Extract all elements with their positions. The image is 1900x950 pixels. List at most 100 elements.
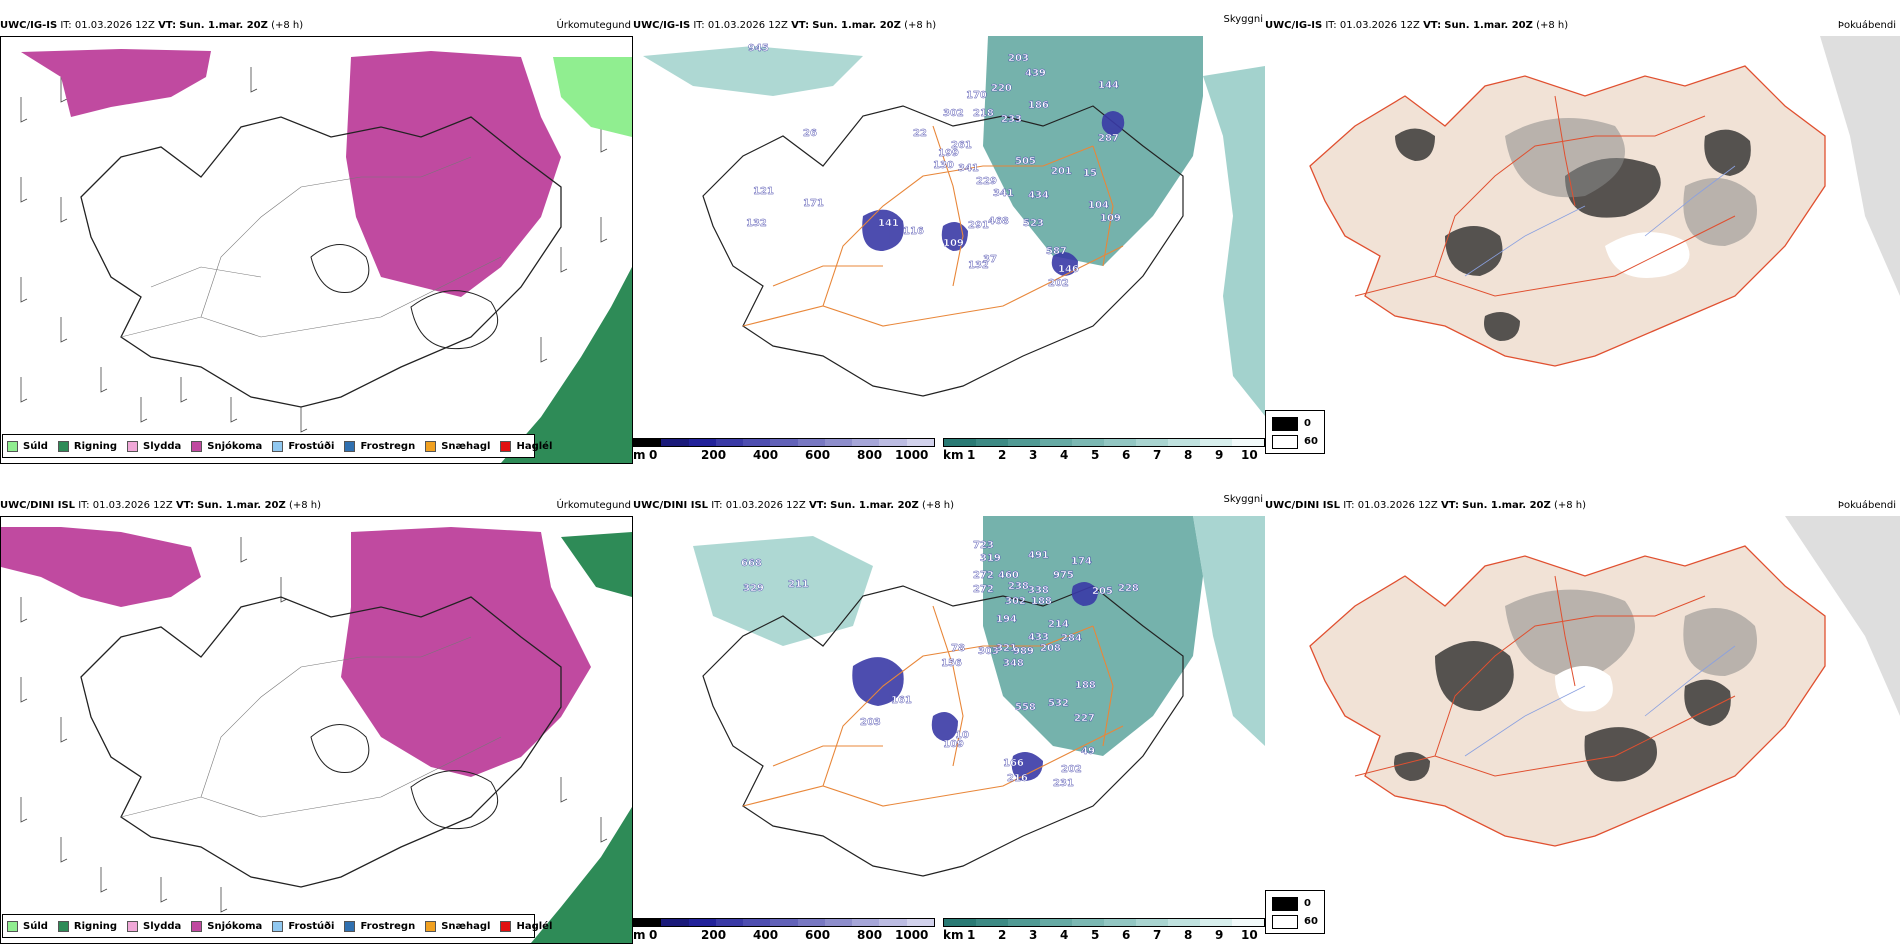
colorbar-step — [1200, 439, 1232, 446]
cloud-base-label: 505 — [1015, 156, 1036, 167]
legend-label: Súld — [23, 920, 48, 932]
cloud-base-patches — [862, 111, 1125, 276]
cloud-base-label: 975 — [1053, 570, 1074, 581]
precip-type-legend: Súld Rigning Slydda Snjókoma Frostúði Fr… — [2, 914, 552, 938]
colorbar-step — [1200, 919, 1232, 926]
iceland-land — [1309, 65, 1826, 367]
legend-swatch — [344, 440, 356, 452]
glacier-outlines — [310, 244, 499, 350]
cloud-base-label: 49 — [1081, 746, 1095, 757]
tick-label: 1000 — [895, 928, 929, 942]
colorbar-step — [1008, 439, 1040, 446]
cloud-base-label: 161 — [891, 695, 912, 706]
legend-label: 0 — [1304, 898, 1311, 909]
panel-title: UWC/IG-IS IT: 01.03.2026 12Z VT: Sun. 1.… — [1265, 20, 1568, 31]
legend-swatch — [500, 440, 512, 452]
cloud-base-label: 558 — [1015, 702, 1036, 713]
tick-label: 7 — [1153, 928, 1162, 942]
snow-area-nw — [1, 527, 201, 607]
variable-name: Þokuábendi — [1837, 20, 1896, 31]
wind-barbs — [20, 537, 608, 913]
legend-swatch — [500, 920, 512, 932]
fog-light-patches — [1505, 589, 1757, 678]
colorbar-step — [634, 439, 662, 446]
panel-title: UWC/DINI ISL IT: 01.03.2026 12Z VT: Sun.… — [0, 500, 321, 511]
panel-precip-type-dini: UWC/DINI ISL IT: 01.03.2026 12Z VT: Sun.… — [0, 494, 633, 944]
cloud-base-label: 272 — [973, 570, 994, 581]
fog-map — [1265, 516, 1900, 906]
legend-swatch — [1272, 897, 1298, 911]
cloud-base-label: 319 — [980, 553, 1001, 564]
road-network — [742, 125, 1124, 327]
cloud-base-label: 321 — [996, 643, 1017, 654]
tick-label: 3 — [1029, 928, 1038, 942]
unit-label: m — [633, 928, 646, 942]
colorbar-step — [1136, 919, 1168, 926]
rain-area-se — [501, 267, 632, 463]
cloud-base-label: 220 — [991, 83, 1012, 94]
cloud-base-label: 491 — [1028, 550, 1049, 561]
glacier-white — [1555, 666, 1613, 712]
fog-patches — [1395, 128, 1751, 341]
fog-map — [1265, 36, 1900, 426]
snow-area-ne — [341, 527, 591, 777]
tick-label: 5 — [1091, 448, 1100, 462]
visibility-map: 668 329 211 723 319 491 174 272 460 975 228 272 238 3… — [633, 516, 1265, 906]
cloud-base-label: 205 — [1092, 586, 1113, 597]
low-visibility-area-ne — [983, 516, 1203, 756]
model-name: UWC/IG-IS — [1265, 20, 1323, 31]
glacier-outlines — [310, 724, 499, 830]
it-label: IT: — [1325, 20, 1337, 31]
cloud-base-label: 272 — [973, 584, 994, 595]
legend-label: 0 — [1304, 418, 1311, 429]
legend-label: Rigning — [73, 920, 118, 932]
cloud-base-label: 201 — [1051, 166, 1072, 177]
cloud-base-label: 291 — [968, 220, 989, 231]
model-name: UWC/DINI ISL — [633, 500, 709, 511]
cloud-base-label: 10 — [955, 730, 969, 741]
lead-time: (+8 h) — [288, 500, 321, 511]
tick-label: 10 — [1241, 928, 1258, 942]
snow-area-ne — [346, 51, 561, 297]
cloud-base-label: 109 — [1100, 213, 1121, 224]
visibility-patches-west — [643, 46, 863, 96]
legend-label: Snjókoma — [207, 920, 263, 932]
panel-title: UWC/DINI ISL IT: 01.03.2026 12Z VT: Sun.… — [1265, 500, 1586, 511]
it-label: IT: — [78, 500, 90, 511]
it-value: 01.03.2026 12Z — [725, 500, 806, 511]
legend-item: Haglél — [500, 440, 552, 452]
cloud-base-label: 989 — [1013, 646, 1034, 657]
tick-label: 200 — [701, 928, 727, 942]
cloud-base-label: 302 — [943, 108, 964, 119]
precip-map — [0, 516, 633, 944]
cloud-base-label: 227 — [1074, 713, 1095, 724]
legend-swatch — [127, 920, 139, 932]
visibility-band-east — [1203, 66, 1265, 416]
colorbar-step — [1104, 919, 1136, 926]
cloud-base-label: 156 — [941, 658, 962, 669]
legend-swatch — [127, 440, 139, 452]
colorbar-step — [1040, 439, 1072, 446]
glacier-white — [1605, 232, 1690, 278]
drizzle-area-ne — [553, 57, 632, 137]
vt-label: VT: — [175, 500, 194, 511]
tick-label: 7 — [1153, 448, 1162, 462]
vt-label: VT: — [791, 20, 810, 31]
cloud-base-label: 587 — [1046, 246, 1067, 257]
tick-label: 1000 — [895, 448, 929, 462]
legend-label: Snjókoma — [207, 440, 263, 452]
colorbar-ramp — [943, 438, 1265, 447]
tick-label: 8 — [1184, 448, 1193, 462]
cloud-base-colorbar: m 0 200 400 600 800 1000 — [633, 438, 935, 462]
it-value: 01.03.2026 12Z — [74, 20, 155, 31]
tick-label: 6 — [1122, 448, 1131, 462]
colorbar-step — [715, 439, 744, 446]
fog-band-east — [1820, 36, 1900, 296]
cloud-base-label: 329 — [743, 583, 764, 594]
colorbar-step — [661, 919, 689, 926]
visibility-colorbar: km 1 2 3 4 5 6 7 8 9 10 — [943, 918, 1265, 942]
colorbar-step — [944, 439, 976, 446]
tick-label: 400 — [753, 928, 779, 942]
cloud-base-label: 945 — [748, 43, 769, 54]
